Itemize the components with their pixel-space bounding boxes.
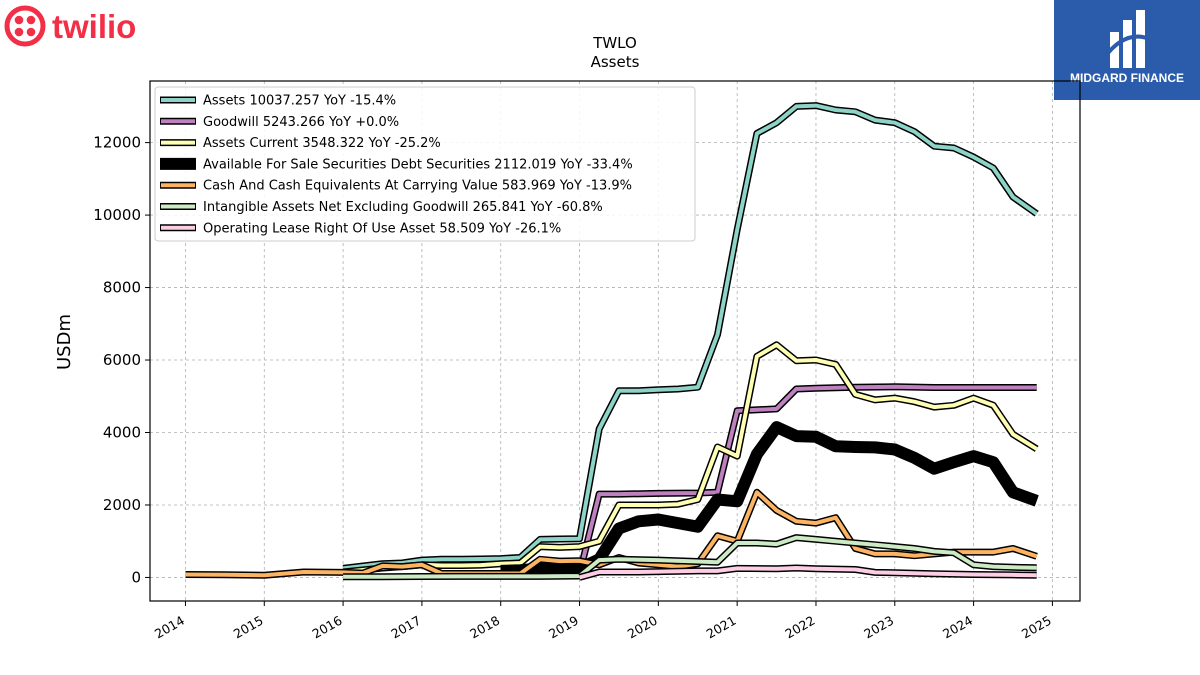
y-tick-label: 2000 [103,496,141,514]
legend-label: Assets 10037.257 YoY -15.4% [203,94,396,109]
midgard-logo-bar [1110,32,1119,68]
twilio-logo: twilio [0,0,170,50]
twilio-logo-text: twilio [52,8,136,45]
series-outline [576,383,1037,575]
series-outline [342,341,1039,576]
y-axis-label: USDm [54,314,75,370]
series-line [578,566,1037,580]
x-tick-label: 2015 [231,613,266,642]
x-tick-label: 2025 [1019,613,1054,642]
midgard-finance-logo: MIDGARD FINANCE [1054,0,1200,100]
x-tick-label: 2024 [940,613,975,642]
series-line [342,342,1038,574]
series-5 [343,534,1037,581]
legend-label: Intangible Assets Net Excluding Goodwill… [203,200,603,215]
x-tick-label: 2023 [861,613,896,642]
x-tick-label: 2017 [388,613,423,642]
x-tick-label: 2014 [152,613,187,642]
series-line [185,490,1038,578]
series-6 [578,564,1037,581]
legend-item: Goodwill 5243.266 YoY +0.0% [160,115,399,130]
y-axis: 0 2000 4000 6000 8000 10000 12000 [93,134,150,586]
x-tick-label: 2022 [782,613,817,642]
series-layer [185,102,1039,581]
y-tick-label: 4000 [103,423,141,441]
twilio-logo-dot [14,27,24,37]
legend-label: Goodwill 5243.266 YoY +0.0% [203,115,399,130]
legend-item: Assets Current 3548.322 YoY -25.2% [160,136,441,151]
legend-label: Assets Current 3548.322 YoY -25.2% [203,136,441,151]
midgard-logo-swoosh [1102,34,1153,60]
twilio-logo-svg: twilio [4,5,136,47]
legend: Assets 10037.257 YoY -15.4% Goodwill 5243… [154,86,696,242]
chart-title: TWLO [592,34,637,52]
series-1 [576,383,1037,575]
legend-item: Available For Sale Securities Debt Secur… [160,157,633,172]
series-4 [185,488,1038,579]
legend-label: Cash And Cash Equivalents At Carrying Va… [203,179,632,194]
legend-item: Assets 10037.257 YoY -15.4% [160,94,396,109]
chart-subtitle: Assets [591,53,640,71]
legend-box [154,86,696,242]
midgard-logo-svg: MIDGARD FINANCE [1070,10,1184,85]
plot-frame [149,80,1081,602]
twilio-logo-dot [26,27,36,37]
series-2 [342,341,1039,576]
midgard-logo-bar [1123,20,1132,68]
series-line [342,103,1038,571]
y-tick-label: 8000 [103,279,141,297]
x-axis: 2014 2015 2016 2017 2018 2019 2020 2021 2022 2023… [152,601,1054,642]
series-line [343,535,1037,579]
series-0 [342,102,1039,572]
x-tick-label: 2016 [310,613,345,642]
series-line [577,384,1037,575]
y-tick-label: 0 [131,568,141,586]
legend-label: Operating Lease Right Of Use Asset 58.50… [203,221,561,236]
legend-item: Operating Lease Right Of Use Asset 58.50… [160,221,561,236]
legend-item: Cash And Cash Equivalents At Carrying Va… [160,179,632,194]
twilio-logo-dot [26,15,36,25]
x-tick-label: 2020 [625,613,660,642]
twilio-logo-dot [14,15,24,25]
x-tick-label: 2021 [704,613,739,642]
legend-item: Intangible Assets Net Excluding Goodwill… [160,200,603,215]
x-tick-label: 2018 [467,613,502,642]
x-tick-label: 2019 [546,613,581,642]
midgard-logo-bar [1136,10,1145,68]
y-tick-label: 10000 [93,206,141,224]
y-tick-label: 12000 [93,134,141,152]
legend-label: Available For Sale Securities Debt Secur… [203,157,633,172]
midgard-logo-text: MIDGARD FINANCE [1070,71,1184,85]
y-tick-label: 6000 [103,351,141,369]
twilio-logo-ring [4,5,46,47]
